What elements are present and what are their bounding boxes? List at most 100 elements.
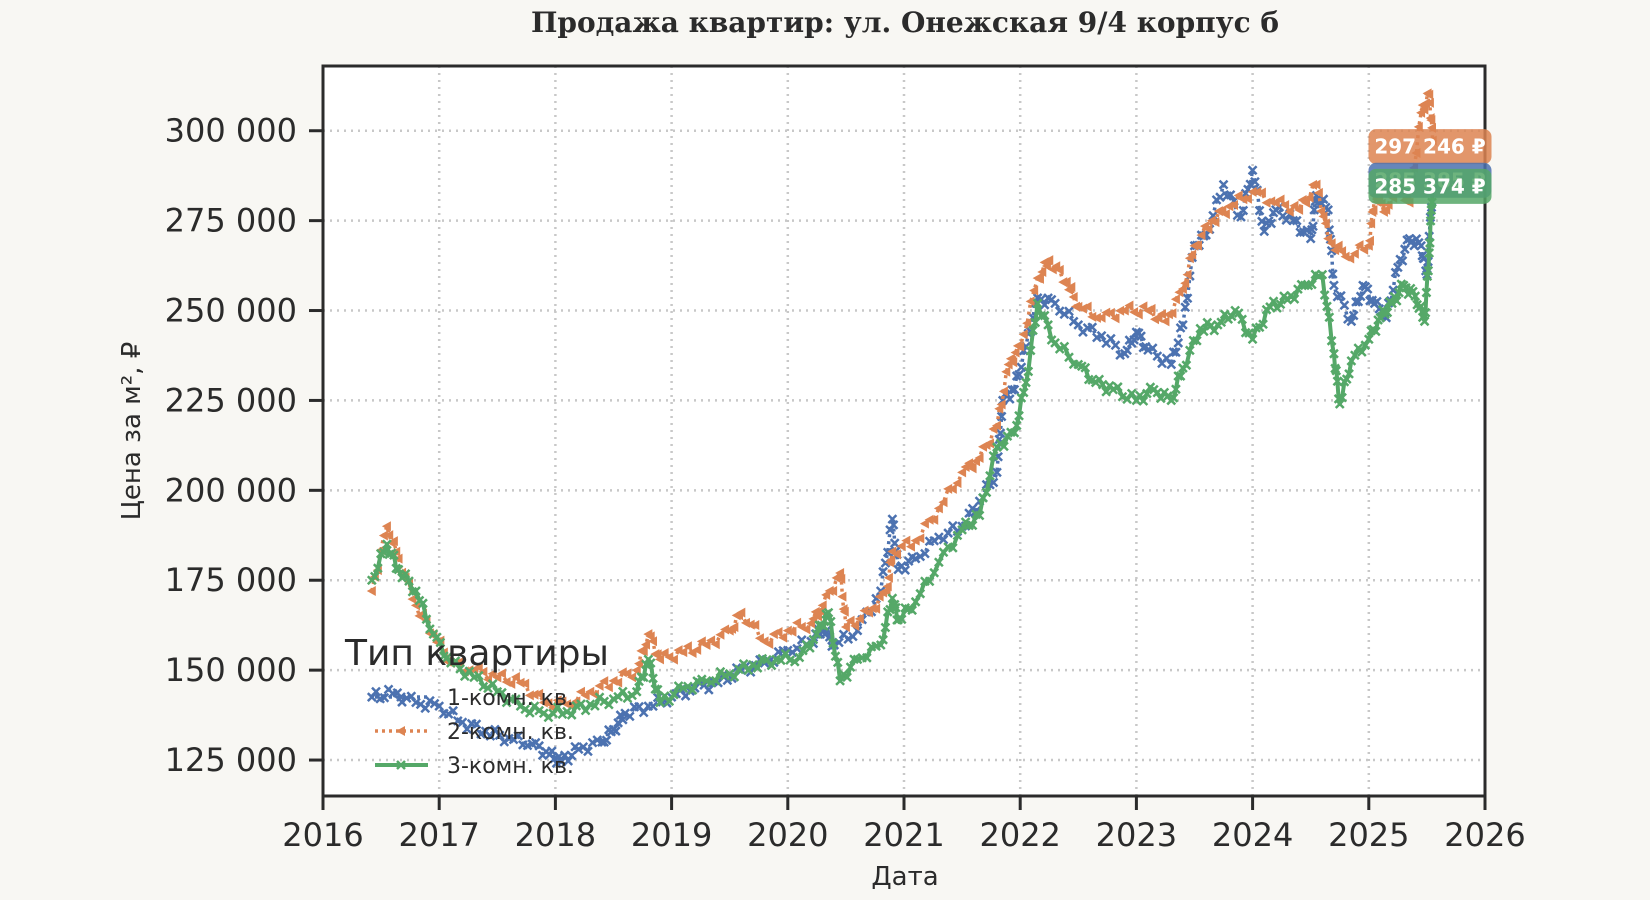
series-point <box>1167 308 1177 319</box>
series-point <box>823 607 834 618</box>
series-point <box>576 699 586 709</box>
series-point <box>1229 199 1239 210</box>
series-point <box>808 634 819 645</box>
series-point <box>1327 269 1338 279</box>
series-point <box>610 726 621 736</box>
series-point <box>1349 248 1359 259</box>
series-point <box>659 648 669 659</box>
series-point <box>652 684 663 695</box>
series-point <box>985 470 995 481</box>
series-point <box>957 525 967 535</box>
series-point <box>845 662 856 672</box>
series-point <box>782 625 792 636</box>
series-point <box>400 569 411 579</box>
end-label-badge <box>1368 129 1492 165</box>
series-point <box>964 520 974 531</box>
series-point <box>603 682 613 693</box>
y-tick-label: 175 000 <box>165 561 297 599</box>
series-point <box>996 399 1006 410</box>
series-point <box>933 557 944 568</box>
series-point <box>920 548 930 559</box>
series-point <box>929 514 939 525</box>
series-point <box>832 657 843 668</box>
series-point <box>1425 215 1436 226</box>
y-axis-label: Цена за м², ₽ <box>117 342 147 521</box>
series-point <box>924 576 935 587</box>
series-point <box>1009 427 1020 438</box>
series-point <box>1010 347 1020 358</box>
legend-label: 1-комн. кв. <box>447 686 574 711</box>
series-point <box>1025 345 1036 356</box>
series-point <box>988 450 999 461</box>
series-point <box>813 611 823 622</box>
series-point <box>1135 390 1145 401</box>
series-point <box>1356 347 1367 357</box>
series-point <box>1220 209 1230 220</box>
y-tick-label: 300 000 <box>165 112 297 150</box>
series-point <box>1322 301 1332 312</box>
series-point <box>1410 291 1421 302</box>
series-point <box>1326 335 1337 346</box>
series-point <box>943 528 954 538</box>
legend-label: 2-комн. кв. <box>447 720 574 745</box>
series-point <box>1304 192 1314 203</box>
series-point <box>825 616 836 627</box>
series-point <box>745 619 755 630</box>
series-point <box>1390 267 1401 278</box>
series-point <box>1364 235 1374 246</box>
series-point <box>1147 343 1158 354</box>
series-point <box>703 684 714 695</box>
series-point <box>1110 313 1120 324</box>
series-point <box>1168 347 1179 357</box>
series-point <box>1087 322 1098 333</box>
series-point <box>448 705 459 716</box>
series-point <box>1001 366 1011 377</box>
series-point <box>981 487 992 498</box>
y-tick-label: 200 000 <box>165 471 297 509</box>
series-point <box>1341 374 1352 384</box>
series-point <box>1073 320 1084 330</box>
series-point <box>654 654 664 665</box>
chart-title: Продажа квартир: ул. Онежская 9/4 корпус… <box>531 6 1279 39</box>
series-point <box>1180 302 1191 313</box>
series-point <box>1156 309 1166 320</box>
series-point <box>764 639 774 650</box>
series-point <box>627 672 637 683</box>
series-point <box>1313 187 1323 198</box>
series-point <box>566 710 577 720</box>
series-point <box>1372 296 1382 307</box>
series-point <box>1275 299 1286 310</box>
series-point <box>715 629 725 640</box>
series-point <box>794 652 805 663</box>
legend-label: 3-комн. кв. <box>447 754 574 779</box>
series-point <box>1160 316 1170 327</box>
series-point <box>1275 194 1285 205</box>
series-point <box>1419 104 1429 115</box>
series-point <box>915 588 926 599</box>
series-point <box>1426 205 1437 215</box>
series-point <box>589 689 599 700</box>
series-point <box>839 606 849 617</box>
series-point <box>1391 296 1402 306</box>
series-point <box>420 703 431 714</box>
series-point <box>1360 340 1371 351</box>
series-point <box>1215 192 1225 203</box>
series-point <box>1080 362 1091 373</box>
series-point <box>1339 300 1350 311</box>
series-point <box>947 483 957 494</box>
series-point <box>1170 294 1180 305</box>
series-point <box>1256 187 1266 198</box>
series-point <box>861 652 872 663</box>
series-point <box>601 735 612 746</box>
end-label-badge <box>1368 168 1492 204</box>
series-point <box>652 649 662 660</box>
series-point <box>1329 280 1339 291</box>
series-point <box>1105 307 1115 318</box>
series-point <box>905 541 915 552</box>
series-point <box>552 702 563 713</box>
series-point <box>622 668 632 679</box>
series-point <box>1424 97 1434 108</box>
series-point <box>1247 334 1258 345</box>
series-point <box>938 534 949 545</box>
series-point <box>1348 310 1359 321</box>
